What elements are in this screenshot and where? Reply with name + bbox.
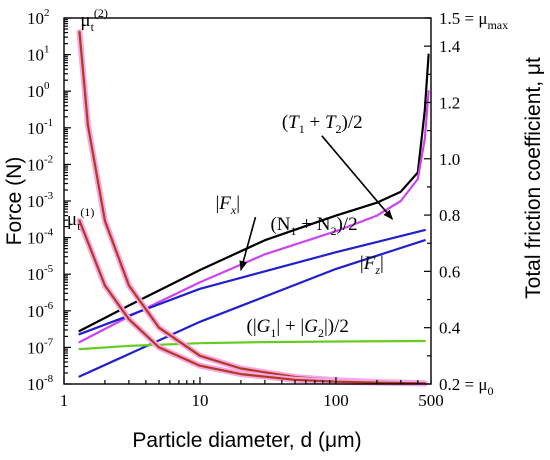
y2-tick-label: 0.8: [439, 206, 460, 225]
y2-tick-label: 0.2 = μ0: [439, 375, 493, 398]
ticks-layer: [63, 17, 432, 385]
y-tick-exponent: -4: [44, 227, 54, 239]
y-tick-exponent: -3: [44, 190, 54, 202]
y-axis-title: Force (N): [3, 157, 26, 246]
x-axis-title: Particle diameter, d (μm): [132, 429, 361, 452]
y-tick-exponent: -6: [44, 300, 54, 312]
annotation-g: (|G1| + |G2|)/2: [247, 316, 349, 340]
y-tick-label: 10: [27, 9, 44, 28]
y-tick-label: 10: [27, 119, 44, 138]
y-tick-label: 10: [27, 375, 44, 394]
y2-tick-label: 1.0: [439, 150, 460, 169]
annotation-fz: |Fz|: [360, 253, 384, 277]
y2-tick-label: 0.4: [439, 319, 461, 338]
annotation-mu1: μt(1): [67, 205, 95, 233]
series-3-line: [78, 239, 426, 378]
y-tick-label: 10: [27, 338, 44, 357]
annotation-t1t2: (T1 + T2)/2: [282, 112, 363, 136]
y-tick-exponent: -7: [44, 336, 54, 348]
y-tick-exponent: -2: [44, 153, 53, 165]
series-1-line: [78, 90, 430, 344]
x-tick-label: 500: [418, 391, 444, 410]
y-tick-label: 10: [27, 155, 44, 174]
annotation-fx-arrow: [239, 216, 257, 271]
annotation-mu2: μt(2): [80, 6, 108, 34]
y-tick-label: 10: [27, 229, 44, 248]
y-tick-exponent: -5: [44, 263, 54, 275]
y-tick-exponent: 1: [44, 44, 50, 56]
x-tick-label: 10: [191, 391, 208, 410]
y-tick-label: 10: [27, 82, 44, 101]
y-tick-exponent: 2: [44, 7, 50, 19]
y2-tick-label: 1.5 = μmax: [439, 9, 508, 32]
series-2-line: [78, 229, 426, 336]
series-6-line: [78, 219, 426, 385]
series-4-line: [78, 339, 426, 351]
y-tick-label: 10: [27, 302, 44, 321]
y-tick-label: 10: [27, 46, 44, 65]
annotation-fx: |Fx|: [215, 193, 240, 217]
series-0-line: [78, 53, 430, 333]
y-tick-label: 10: [27, 265, 44, 284]
y-tick-exponent: -8: [44, 373, 54, 385]
annotation-t1t2-arrow: [321, 135, 394, 220]
y2-tick-label: 1.4: [439, 37, 461, 56]
y-tick-label: 10: [27, 192, 44, 211]
annotation-n1n2: (N1 + N2)/2: [270, 214, 357, 238]
series-layer: [76, 29, 430, 387]
y2-tick-label: 0.6: [439, 262, 460, 281]
y-tick-exponent: 0: [44, 80, 50, 92]
y-tick-exponent: -1: [44, 117, 53, 129]
x-tick-label: 100: [323, 391, 349, 410]
y2-tick-label: 1.2: [439, 93, 460, 112]
annotations-layer: (T1 + T2)/2 (N1 + N2)/2 |Fx| |Fz| (|G1| + |G…: [67, 6, 394, 340]
y2-axis-title: Total friction coefficient, μt: [522, 57, 545, 299]
x-tick-label: 1: [60, 391, 69, 410]
